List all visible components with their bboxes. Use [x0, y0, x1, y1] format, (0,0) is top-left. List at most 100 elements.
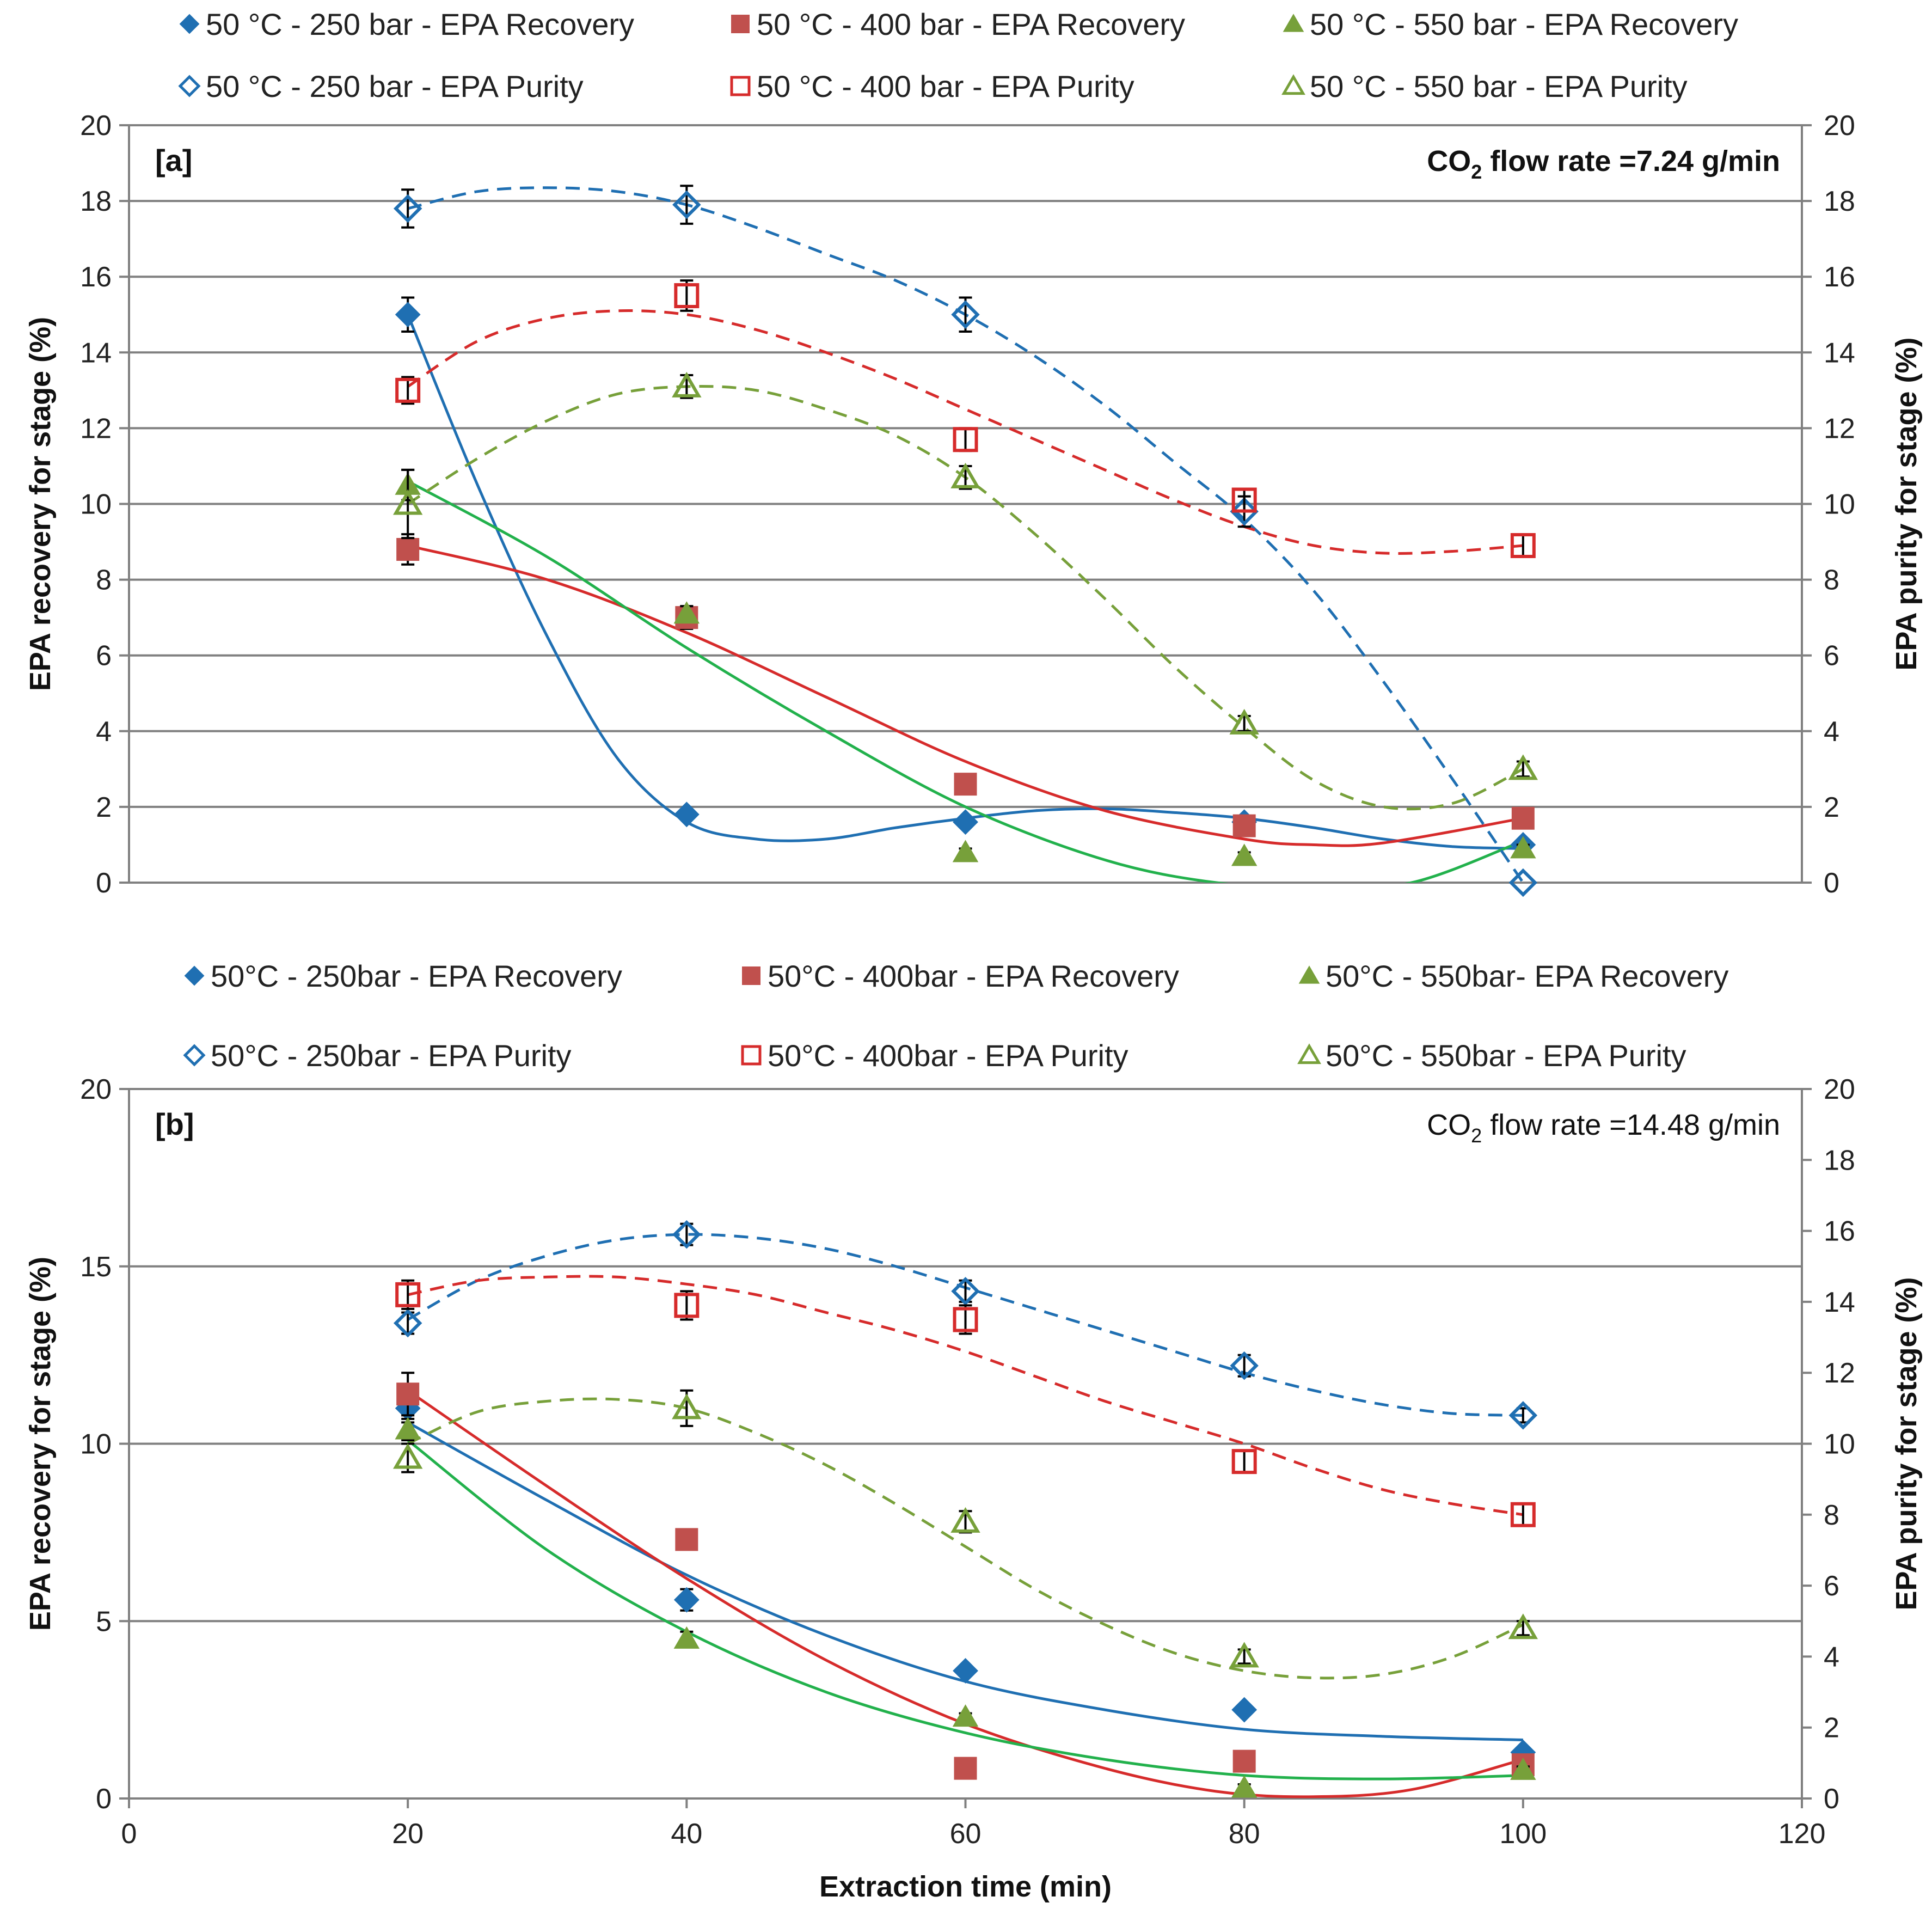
y-right-tick-label: 20: [1824, 1074, 1855, 1105]
series-4: [395, 279, 1536, 559]
legend-entry: 50 °C - 250 bar - EPA Recovery: [206, 7, 634, 41]
x-tick-label: 60: [950, 1818, 982, 1850]
data-point-square: [675, 1528, 698, 1551]
legend-entry: 50°C - 250bar - EPA Purity: [211, 1038, 572, 1073]
legend-marker: [1297, 1043, 1321, 1064]
x-tick-label: 120: [1778, 1818, 1826, 1850]
data-point-square: [953, 1307, 978, 1332]
x-tick-label: 100: [1499, 1818, 1547, 1850]
flow-rate-annotation: CO2 flow rate =14.48 g/min: [1427, 1109, 1780, 1147]
data-point-square: [1231, 487, 1257, 513]
series-4: [395, 1279, 1536, 1527]
series-1: [396, 1372, 1535, 1780]
legend-entry: 50°C - 550bar- EPA Recovery: [1326, 959, 1728, 993]
legend-entry: 50 °C - 400 bar - EPA Purity: [757, 69, 1134, 103]
data-point-triangle: [672, 1393, 702, 1420]
flow-rate-annotation: CO2 flow rate =7.24 g/min: [1427, 145, 1780, 183]
legend-marker: [1281, 74, 1305, 95]
y-right-tick-label: 16: [1824, 1216, 1855, 1247]
data-point-triangle: [1229, 708, 1259, 735]
y-left-tick-label: 16: [80, 261, 112, 293]
data-point-square: [1510, 533, 1536, 559]
y-right-tick-label: 20: [1824, 110, 1855, 142]
series-3: [393, 1220, 1538, 1430]
y-right-tick-label: 14: [1824, 337, 1855, 369]
y-left-tick-label: 15: [80, 1251, 112, 1283]
legend-entry: 50°C - 400bar - EPA Purity: [768, 1038, 1128, 1073]
data-point-square: [1232, 814, 1256, 837]
series-5: [392, 371, 1538, 780]
data-point-diamond: [672, 190, 701, 219]
y-left-tick-label: 2: [96, 792, 112, 823]
y-left-tick-label: 20: [80, 110, 112, 142]
y-right-tick-label: 8: [1824, 565, 1839, 596]
x-axis-title: Extraction time (min): [819, 1870, 1112, 1903]
y-left-tick-label: 5: [96, 1606, 112, 1637]
data-point-triangle: [950, 1507, 980, 1533]
legend-marker: [731, 15, 750, 33]
legend-marker: [741, 1045, 762, 1066]
trendline-0: [406, 314, 1523, 850]
y-right-tick-label: 8: [1824, 1500, 1839, 1531]
data-point-triangle: [950, 462, 980, 488]
panel-label: [a]: [155, 143, 192, 178]
y-right-tick-label: 12: [1824, 1357, 1855, 1389]
x-tick-label: 80: [1229, 1818, 1260, 1850]
y-left-tick-label: 20: [80, 1074, 112, 1105]
data-point-triangle: [1508, 1613, 1538, 1639]
y-right-tick-label: 6: [1824, 1570, 1839, 1602]
trendlines: [406, 186, 1524, 883]
y-left-tick-label: 4: [96, 716, 112, 748]
data-point-triangle: [395, 1417, 421, 1440]
data-point-square: [674, 283, 700, 308]
y-right-axis-title: EPA purity for stage (%): [1890, 337, 1923, 670]
y-left-tick-label: 12: [80, 413, 112, 444]
y-right-tick-label: 4: [1824, 716, 1839, 748]
legend-marker: [183, 1044, 206, 1067]
legend-entry: 50°C - 550bar - EPA Purity: [1326, 1038, 1686, 1073]
y-left-tick-label: 14: [80, 337, 112, 369]
data-point-square: [1510, 1502, 1536, 1527]
panel-label: [b]: [155, 1107, 194, 1141]
data-point-triangle: [1508, 754, 1538, 780]
data-point-triangle: [952, 1704, 979, 1727]
trendline-3: [407, 186, 1524, 883]
data-point-square: [954, 773, 977, 796]
y-left-tick-label: 0: [96, 867, 112, 899]
y-right-tick-label: 10: [1824, 489, 1855, 521]
data-point-diamond: [1508, 868, 1538, 897]
data-point-triangle: [1231, 843, 1258, 866]
data-point-triangle: [1510, 1757, 1536, 1780]
y-right-tick-label: 0: [1824, 1783, 1839, 1815]
trendline-2: [407, 480, 1524, 883]
legend: 50 °C - 250 bar - EPA Recovery 50 °C - 40…: [178, 7, 1738, 103]
trendline-2: [407, 1439, 1523, 1781]
legend-entry: 50 °C - 400 bar - EPA Recovery: [757, 7, 1185, 41]
data-point-diamond: [1231, 1697, 1258, 1723]
legend-marker: [1298, 965, 1320, 984]
data-point-square: [1231, 1449, 1257, 1475]
y-left-tick-label: 10: [80, 489, 112, 521]
data-point-square: [953, 427, 978, 452]
data-point-diamond: [951, 300, 980, 329]
data-point-square: [395, 1282, 421, 1307]
x-tick-label: 20: [392, 1818, 424, 1850]
trendline-4: [407, 309, 1524, 555]
chart-panel-a: 0 2 4 6 8 10 12 14 16 18 20 0 2 4 6 8 10 12 14 16 18 20 EPA re…: [24, 7, 1923, 899]
y-right-tick-label: 18: [1824, 1145, 1855, 1176]
legend: 50°C - 250bar - EPA Recovery 50°C - 400ba…: [183, 959, 1728, 1073]
data-point-triangle: [392, 1443, 423, 1469]
y-right-tick-label: 0: [1824, 867, 1839, 899]
legend-marker: [742, 966, 760, 985]
y-right-tick-label: 2: [1824, 792, 1839, 823]
y-right-tick-label: 12: [1824, 413, 1855, 444]
legend-entry: 50 °C - 550 bar - EPA Recovery: [1310, 7, 1738, 41]
data-point-triangle: [1229, 1642, 1259, 1668]
data-point-triangle: [1510, 836, 1536, 859]
data-point-square: [396, 537, 420, 561]
data-point-square: [954, 1757, 977, 1780]
series-2: [395, 1417, 1536, 1798]
y-right-tick-label: 14: [1824, 1287, 1855, 1318]
data-point-diamond: [673, 1587, 700, 1613]
